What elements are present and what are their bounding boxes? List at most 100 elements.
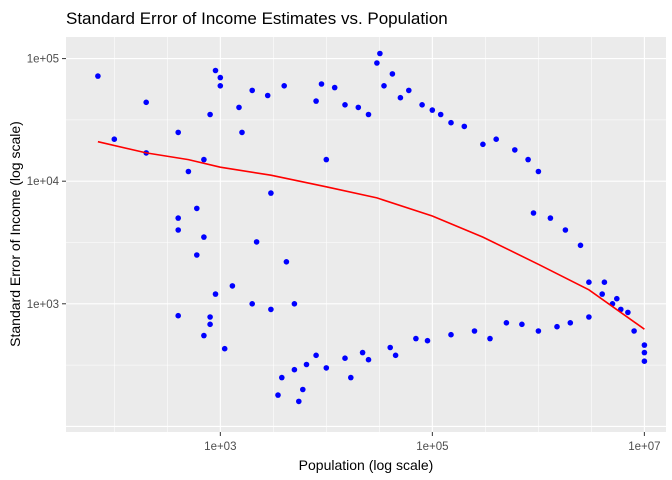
data-point xyxy=(217,74,224,81)
data-point xyxy=(342,355,348,362)
data-point xyxy=(586,279,592,286)
data-point xyxy=(221,345,228,352)
trend-line xyxy=(97,140,645,330)
data-point xyxy=(419,102,425,108)
data-point xyxy=(641,358,648,365)
data-point xyxy=(323,365,330,371)
data-point xyxy=(175,215,181,221)
y-tick-label: 1e+05 xyxy=(27,54,59,66)
data-point xyxy=(207,321,213,328)
data-point xyxy=(303,361,310,368)
x-tick-label: 1e+05 xyxy=(416,441,448,453)
data-point xyxy=(207,314,213,320)
data-point xyxy=(342,102,348,108)
data-point xyxy=(480,141,486,148)
data-point xyxy=(437,111,444,118)
data-point xyxy=(389,71,396,77)
data-point xyxy=(283,259,290,265)
data-point xyxy=(429,107,436,113)
data-point xyxy=(175,129,181,136)
data-point xyxy=(547,215,554,221)
data-point xyxy=(554,323,560,330)
data-point xyxy=(461,123,468,130)
data-point xyxy=(355,104,362,111)
data-point xyxy=(359,349,366,356)
data-point xyxy=(207,111,213,118)
data-point xyxy=(239,129,245,136)
data-point xyxy=(268,190,274,196)
data-point xyxy=(448,119,454,126)
data-point xyxy=(318,81,325,87)
data-point xyxy=(253,239,260,245)
data-point xyxy=(194,252,200,258)
y-tick-label: 1e+03 xyxy=(27,299,59,311)
data-point xyxy=(217,83,224,89)
data-point xyxy=(194,205,200,212)
data-point xyxy=(535,168,542,175)
data-point xyxy=(291,301,298,307)
data-point xyxy=(300,386,306,393)
data-point xyxy=(229,283,236,289)
data-point xyxy=(487,335,493,342)
data-point xyxy=(185,168,192,175)
data-point xyxy=(493,136,500,142)
data-point xyxy=(175,227,181,233)
data-point xyxy=(348,374,354,381)
data-point xyxy=(448,331,454,338)
data-point xyxy=(111,136,118,142)
data-point xyxy=(530,210,537,216)
y-axis-title: Standard Error of Income (log scale) xyxy=(7,121,23,347)
data-point xyxy=(279,374,285,381)
data-point xyxy=(512,147,518,153)
data-point xyxy=(577,242,584,249)
chart-title: Standard Error of Income Estimates vs. P… xyxy=(66,9,448,28)
data-point xyxy=(471,328,478,334)
data-point xyxy=(212,291,219,297)
data-point xyxy=(586,314,592,320)
data-point xyxy=(95,73,101,79)
axes: 1e+03 1e+05 1e+07 1e+03 1e+04 1e+05 xyxy=(27,54,661,453)
data-point xyxy=(413,335,419,342)
grid-lines xyxy=(66,37,666,432)
data-point xyxy=(424,337,431,344)
data-point xyxy=(601,279,608,286)
data-point xyxy=(249,301,255,307)
y-tick-label: 1e+04 xyxy=(27,176,60,188)
data-point xyxy=(614,295,620,302)
data-point xyxy=(313,98,319,104)
data-point xyxy=(249,87,255,94)
data-point xyxy=(625,309,631,316)
data-point xyxy=(519,321,525,328)
data-point xyxy=(264,92,271,99)
data-point xyxy=(387,344,394,351)
x-tick-label: 1e+03 xyxy=(204,441,236,453)
data-point xyxy=(201,156,207,163)
data-point xyxy=(201,332,207,339)
data-point xyxy=(641,349,648,356)
data-point xyxy=(567,320,574,326)
data-point xyxy=(525,156,531,163)
data-point xyxy=(377,50,383,57)
data-point xyxy=(281,83,288,89)
plot-panel xyxy=(66,37,666,432)
data-point xyxy=(331,84,338,91)
data-point xyxy=(535,328,542,334)
data-point xyxy=(406,87,412,94)
x-tick-label: 1e+07 xyxy=(628,441,660,453)
x-axis-title: Population (log scale) xyxy=(299,457,434,473)
data-point xyxy=(212,67,219,74)
data-point xyxy=(365,356,372,363)
data-point xyxy=(374,60,380,66)
data-point xyxy=(323,156,330,163)
data-point xyxy=(275,392,281,398)
data-point xyxy=(236,104,242,111)
data-point xyxy=(397,94,404,101)
data-point xyxy=(562,227,569,233)
scatter-points xyxy=(95,50,648,405)
trend-line-group xyxy=(97,140,645,330)
data-point xyxy=(296,398,302,405)
data-point xyxy=(175,312,181,319)
data-point xyxy=(201,234,207,240)
data-point xyxy=(365,111,372,118)
